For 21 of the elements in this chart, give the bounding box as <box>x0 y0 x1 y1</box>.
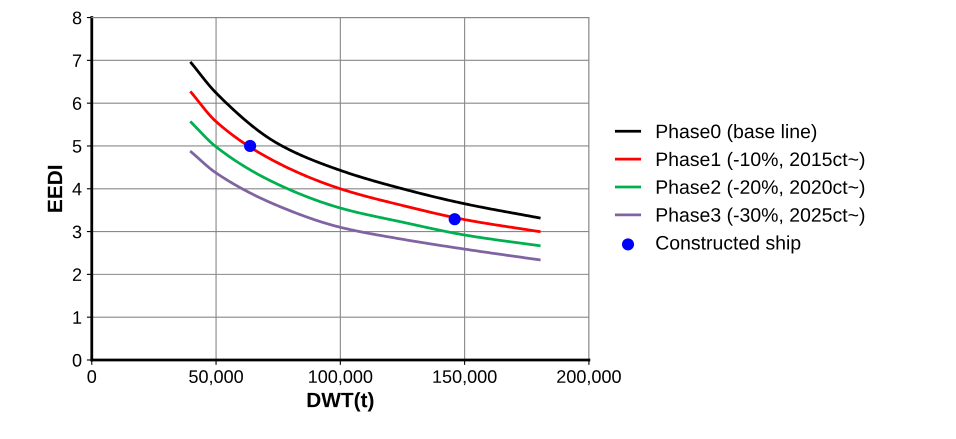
y-tick-label: 1 <box>73 311 82 324</box>
x-tick-label: 150,000 <box>433 370 497 386</box>
y-tick-label: 3 <box>72 226 82 238</box>
x-tick-label: 100,000 <box>309 370 372 386</box>
x-tick-label: 50,000 <box>189 370 243 386</box>
y-tick-label: 6 <box>72 97 82 110</box>
y-tick-label: 5 <box>72 140 82 153</box>
y-axis-title: EEDI <box>48 166 62 212</box>
legend-label: Phase3 (-30%, 2025ct~) <box>656 208 864 226</box>
legend-label: Phase0 (base line) <box>656 124 816 142</box>
legend-label: Phase2 (-20%, 2020ct~) <box>656 180 864 198</box>
y-tick-label: 4 <box>72 182 82 196</box>
legend-label: Phase1 (-10%, 2015ct~) <box>656 152 864 170</box>
x-tick-label: 200,000 <box>557 370 621 386</box>
y-tick-label: 8 <box>72 11 82 24</box>
y-tick-label: 0 <box>72 354 82 367</box>
x-axis-title: DWT(t) <box>308 392 374 412</box>
y-tick-label: 2 <box>72 268 82 281</box>
y-tick-label: 7 <box>72 54 82 67</box>
legend-label: Constructed ship <box>656 235 800 254</box>
x-tick-label: 0 <box>87 370 96 383</box>
